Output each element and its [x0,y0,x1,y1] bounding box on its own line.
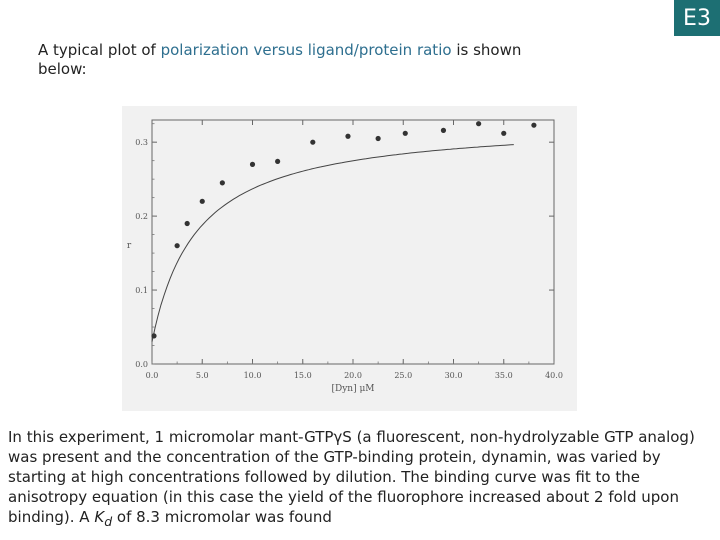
y-tick-label: 0.1 [135,286,148,295]
slide-number-badge: E3 [674,0,720,36]
caption-text: In this experiment, 1 micromolar mant-GT… [8,427,708,532]
x-tick-label: 35.0 [495,371,513,380]
data-point [249,161,256,167]
data-point [275,158,281,165]
intro-after: is shown below: [38,41,522,78]
intro-text: A typical plot of polarization versus li… [38,41,558,79]
data-point [345,133,351,139]
chart-svg: 0.0 5.0 10.0 15.0 20.0 25.0 30.0 35.0 40.0 0.0 0.1… [127,119,563,394]
data-point [174,243,180,249]
kd-subscript: d [104,514,113,529]
y-tick-label: 0.2 [135,212,148,221]
x-tick-label: 10.0 [244,371,262,380]
intro-highlight: polarization versus ligand/protein ratio [160,41,452,59]
chart-figure: 0.0 5.0 10.0 15.0 20.0 25.0 30.0 35.0 40.0 0.0 0.1… [122,106,577,411]
x-tick-label: 25.0 [394,371,412,380]
y-tick-label: 0.0 [135,360,148,369]
data-point [476,121,482,127]
intro-before: A typical plot of [38,41,161,59]
caption-before: In this experiment, 1 micromolar mant-GT… [8,428,695,526]
x-tick-label: 30.0 [445,371,463,380]
x-tick-label: 15.0 [294,371,312,380]
y-tick-label: 0.3 [135,138,148,147]
x-axis-label: [Dyn] μM [331,384,374,394]
data-point [501,130,507,136]
plot-frame [151,119,555,365]
data-point [402,130,408,136]
x-tick-label: 0.0 [146,371,159,380]
data-point [375,135,381,142]
x-tick-label: 20.0 [344,371,362,380]
x-tick-label: 5.0 [196,371,209,380]
caption-after: of 8.3 micromolar was found [112,508,332,526]
kd-symbol: K [94,508,105,526]
x-tick-label: 40.0 [545,371,563,380]
data-point [199,198,205,204]
fit-curve [151,144,514,342]
data-point [310,139,316,145]
data-point [531,122,537,128]
data-point [219,180,225,186]
data-point [151,333,157,339]
y-axis-label: r [127,241,132,251]
data-point [184,220,190,227]
data-point [440,127,447,133]
